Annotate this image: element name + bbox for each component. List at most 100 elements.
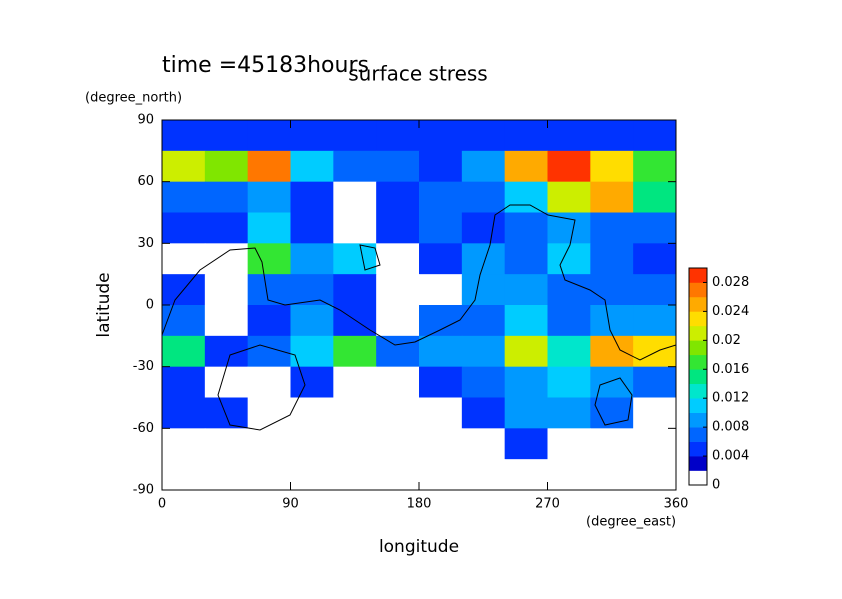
colorbar-swatch [689, 470, 707, 486]
cell [419, 274, 463, 306]
cell [204, 459, 249, 490]
y-tick-label: 90 [137, 113, 154, 128]
cell [590, 428, 634, 460]
cell [204, 150, 249, 183]
cell [461, 397, 506, 429]
cell [290, 274, 334, 306]
cell [290, 243, 334, 275]
cell [162, 397, 206, 429]
cell [333, 274, 377, 306]
cell [162, 150, 206, 183]
colorbar-tick-label: 0.012 [712, 391, 749, 406]
cell [633, 428, 676, 460]
cell [376, 243, 420, 275]
contour-field [162, 120, 676, 490]
cell [461, 274, 506, 306]
cell [461, 120, 506, 152]
colorbar-tick-label: 0.028 [712, 275, 749, 290]
cell [333, 366, 377, 398]
colorbar-swatch [689, 325, 707, 341]
cell [247, 120, 291, 152]
cell [333, 335, 377, 368]
chart-title: surface stress [348, 62, 487, 86]
cell [461, 212, 506, 244]
cell [376, 366, 420, 398]
cell [633, 274, 676, 306]
cell [376, 150, 420, 183]
cell [204, 397, 249, 429]
cell [504, 335, 548, 368]
cell [461, 181, 506, 213]
cell [333, 120, 377, 152]
cell [590, 335, 634, 368]
coastline [359, 244, 381, 271]
cell [376, 335, 420, 368]
cell [633, 243, 676, 275]
x-axis-label: longitude [379, 537, 459, 557]
cell [504, 366, 548, 398]
cell [419, 366, 463, 398]
cell [504, 428, 548, 460]
chart-subtitle: time =45183hours [162, 53, 369, 78]
cell [590, 181, 634, 213]
cell [290, 150, 334, 183]
cell [376, 459, 420, 490]
cell [162, 428, 206, 460]
cell [419, 181, 463, 213]
cell [333, 428, 377, 460]
cell [162, 181, 206, 213]
cell [419, 428, 463, 460]
cell [504, 274, 548, 306]
cell [247, 305, 291, 337]
cell [162, 459, 206, 490]
y-tick-label: -60 [133, 421, 154, 436]
y-tick-label: 30 [137, 236, 154, 251]
cell [547, 181, 591, 213]
colorbar-swatch [689, 296, 707, 312]
cell [590, 397, 634, 429]
colorbar-swatch [689, 354, 707, 370]
cell [504, 150, 548, 183]
cell [590, 305, 634, 337]
y-axis-label: latitude [94, 272, 114, 337]
cell [290, 212, 334, 244]
cell [547, 335, 591, 368]
cell [547, 150, 591, 183]
x-tick-label: 180 [407, 497, 432, 512]
cell [461, 150, 506, 183]
cell [590, 459, 634, 490]
cell [547, 459, 591, 490]
cell [419, 305, 463, 337]
cell [290, 305, 334, 337]
cell [633, 150, 676, 183]
cell [590, 366, 634, 398]
cell [162, 366, 206, 398]
cell [162, 305, 206, 337]
cell [419, 150, 463, 183]
colorbar-tick-label: 0 [712, 478, 720, 493]
cell [204, 120, 249, 152]
cell [547, 120, 591, 152]
coastline [162, 204, 676, 361]
cell [162, 120, 206, 152]
colorbar-swatch [689, 427, 707, 442]
cell [376, 120, 420, 152]
colorbar-swatch [689, 311, 707, 327]
x-tick-label: 90 [282, 497, 299, 512]
cell [290, 428, 334, 460]
cell [162, 243, 206, 275]
colorbar-tick-label: 0.02 [712, 333, 741, 348]
cell [290, 120, 334, 152]
cell [204, 181, 249, 213]
cell [461, 335, 506, 368]
cell [204, 305, 249, 337]
cell [333, 212, 377, 244]
cell [547, 243, 591, 275]
colorbar-swatch [689, 340, 707, 356]
cell [376, 397, 420, 429]
cell [547, 366, 591, 398]
cell [247, 428, 291, 460]
y-tick-label: 60 [137, 174, 154, 189]
colorbar-tick-label: 0.024 [712, 304, 749, 319]
y-unit: (degree_north) [85, 91, 182, 106]
